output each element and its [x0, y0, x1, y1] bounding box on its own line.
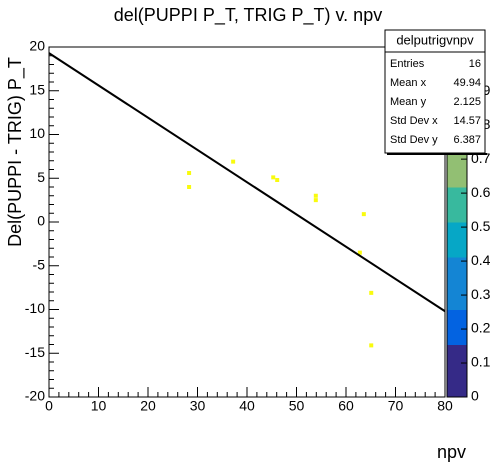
point	[369, 343, 374, 348]
y-tick-label: -10	[25, 300, 45, 316]
point	[275, 178, 280, 182]
stats-label: Entries	[390, 58, 425, 70]
colorbar-cell	[447, 152, 467, 170]
x-tick-label: 40	[239, 398, 255, 414]
point	[313, 198, 318, 203]
stats-shadow	[387, 153, 487, 155]
colorbar-tick-label: 0	[471, 388, 479, 404]
colorbar-cell	[447, 292, 467, 310]
y-tick-label: 20	[29, 38, 45, 54]
x-tick-label: 60	[338, 398, 354, 414]
stats-label: Mean x	[390, 77, 427, 89]
stats-label: Std Dev y	[390, 134, 438, 146]
colorbar-tick-label: 0.4	[471, 252, 491, 268]
stats-label: Std Dev x	[390, 115, 438, 127]
y-tick-label: -20	[25, 388, 45, 404]
y-tick-label: 0	[37, 213, 45, 229]
colorbar-cell	[447, 344, 467, 363]
point	[187, 171, 192, 175]
x-tick-label: 50	[289, 398, 305, 414]
stats-title: delputrigvnpv	[396, 32, 474, 47]
point	[271, 175, 276, 180]
x-tick-label: 30	[190, 398, 206, 414]
colorbar-cell	[447, 327, 467, 345]
y-tick-label: 15	[29, 81, 45, 97]
point	[361, 212, 366, 217]
point	[357, 250, 362, 255]
colorbar-cell	[447, 257, 467, 275]
point	[231, 159, 236, 164]
colorbar-tick-label: 0.2	[471, 320, 491, 336]
x-axis-label: npv	[437, 442, 466, 462]
x-tick-label: 10	[91, 398, 107, 414]
x-tick-label: 20	[140, 398, 156, 414]
stats-label: Mean y	[390, 96, 427, 108]
colorbar-cell	[447, 309, 467, 328]
y-axis-label: Del(PUPPI - TRIG) P_T	[5, 57, 26, 247]
colorbar-cell	[447, 187, 467, 205]
colorbar-cell	[447, 222, 467, 240]
x-tick-label: 70	[388, 398, 404, 414]
point	[313, 193, 318, 198]
y-tick-label: 10	[29, 125, 45, 141]
colorbar-cell	[447, 379, 467, 398]
x-tick-label: 80	[437, 398, 453, 414]
stats-value: 6.387	[453, 134, 481, 146]
point	[369, 290, 374, 295]
colorbar-tick-label: 0.6	[471, 184, 491, 200]
colorbar-cell	[447, 362, 467, 380]
colorbar-tick-label: 0.5	[471, 218, 491, 234]
chart-title: del(PUPPI P_T, TRIG P_T) v. npv	[114, 5, 382, 26]
colorbar-tick-label: 0.1	[471, 354, 491, 370]
stats-box	[384, 29, 486, 154]
y-tick-label: -5	[33, 256, 46, 272]
stats-value: 16	[469, 58, 481, 70]
colorbar-cell	[447, 169, 467, 188]
colorbar-tick-label: 0.3	[471, 286, 491, 302]
stats-value: 14.57	[453, 115, 481, 127]
stats-value: 2.125	[453, 96, 481, 108]
y-tick-label: 5	[37, 169, 45, 185]
stats-value: 49.94	[453, 77, 481, 89]
colorbar-cell	[447, 274, 467, 293]
fit-line	[48, 52, 446, 313]
colorbar-cell	[447, 239, 467, 258]
colorbar-cell	[447, 204, 467, 223]
x-tick-label: 0	[45, 398, 53, 414]
point	[187, 185, 192, 189]
y-tick-label: -15	[25, 344, 45, 360]
